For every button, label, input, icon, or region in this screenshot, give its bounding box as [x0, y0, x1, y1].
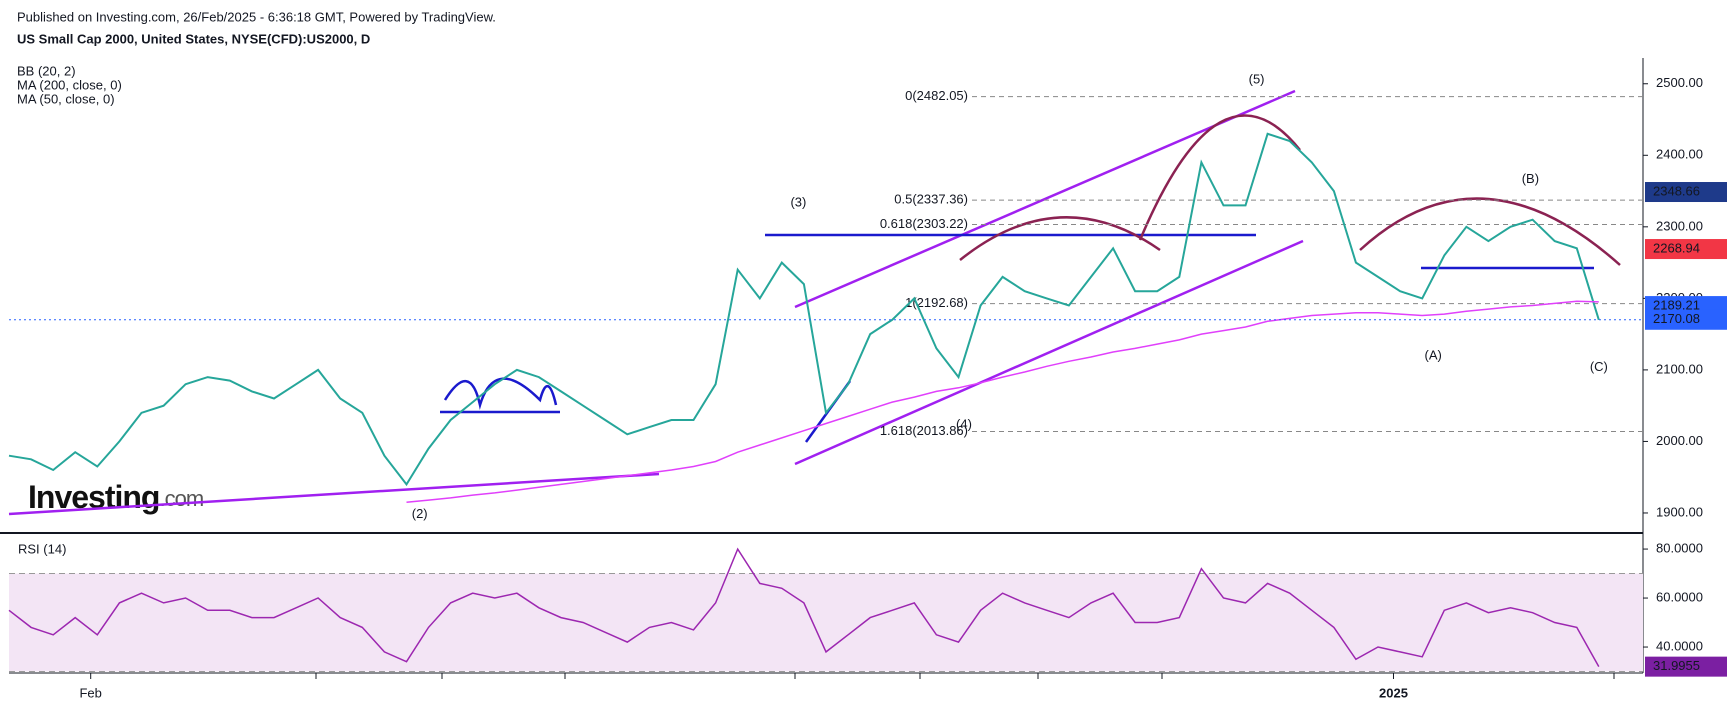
wave-label: (B) — [1522, 171, 1539, 186]
wave-label: (2) — [412, 506, 428, 521]
indicator: BB (20, 2) — [17, 63, 76, 78]
x-tick-label: Feb — [79, 685, 101, 700]
fib-label: 0.618(2303.22) — [880, 216, 968, 231]
rsi-title: RSI (14) — [18, 541, 66, 556]
price-tag-label: 2189.21 — [1653, 298, 1700, 313]
price-tag — [1645, 182, 1727, 203]
y-tick-label: 1900.00 — [1656, 504, 1703, 519]
price-tag-label: 31.9955 — [1653, 658, 1700, 673]
x-tick-label: 2025 — [1379, 685, 1408, 700]
title: US Small Cap 2000, United States, NYSE(C… — [17, 31, 370, 46]
fib-label: 1.618(2013.86) — [880, 423, 968, 438]
trendline — [8, 472, 660, 516]
y-tick-label: 2000.00 — [1656, 433, 1703, 448]
fib-label: 1(2192.68) — [905, 295, 968, 310]
price-tag-label: 2170.08 — [1653, 311, 1700, 326]
wave-label: (A) — [1425, 348, 1442, 363]
series-line — [8, 547, 1600, 667]
y-tick-label: 40.0000 — [1656, 638, 1703, 653]
y-tick-label: 60.0000 — [1656, 589, 1703, 604]
price-tag-label: 2348.66 — [1653, 183, 1700, 198]
drawings — [8, 89, 1621, 516]
y-tick-label: 80.0000 — [1656, 541, 1703, 556]
pattern — [443, 377, 558, 410]
fib-label: 0(2482.05) — [905, 88, 968, 103]
wave-label: (5) — [1249, 72, 1265, 87]
logo-suffix: .com — [159, 486, 203, 511]
published: Published on Investing.com, 26/Feb/2025 … — [17, 9, 496, 24]
series-line — [8, 132, 1600, 487]
wave-label: (4) — [956, 416, 972, 431]
x-axis-ticks — [315, 673, 1615, 679]
y-tick-label: 2300.00 — [1656, 218, 1703, 233]
indicator: MA (200, close, 0) — [17, 77, 122, 92]
arc — [1359, 197, 1621, 266]
wave-label: (C) — [1590, 359, 1608, 374]
series-line — [406, 300, 1599, 503]
wave-label: (3) — [790, 195, 806, 210]
trendline — [794, 239, 1304, 466]
y-tick-label: 2500.00 — [1656, 75, 1703, 90]
price-tag-label: 2268.94 — [1653, 240, 1700, 255]
y-tick-label: 2400.00 — [1656, 147, 1703, 162]
arc — [959, 216, 1161, 261]
y-tick-label: 2100.00 — [1656, 361, 1703, 376]
indicator: MA (50, close, 0) — [17, 91, 115, 106]
price-tag — [1645, 656, 1727, 677]
fib-label: 0.5(2337.36) — [894, 192, 968, 207]
arc — [1138, 114, 1301, 241]
logo-text: Investing — [28, 479, 159, 515]
rsi-band — [9, 573, 1643, 672]
price-tag — [1645, 239, 1727, 260]
price-tag — [1645, 309, 1727, 330]
